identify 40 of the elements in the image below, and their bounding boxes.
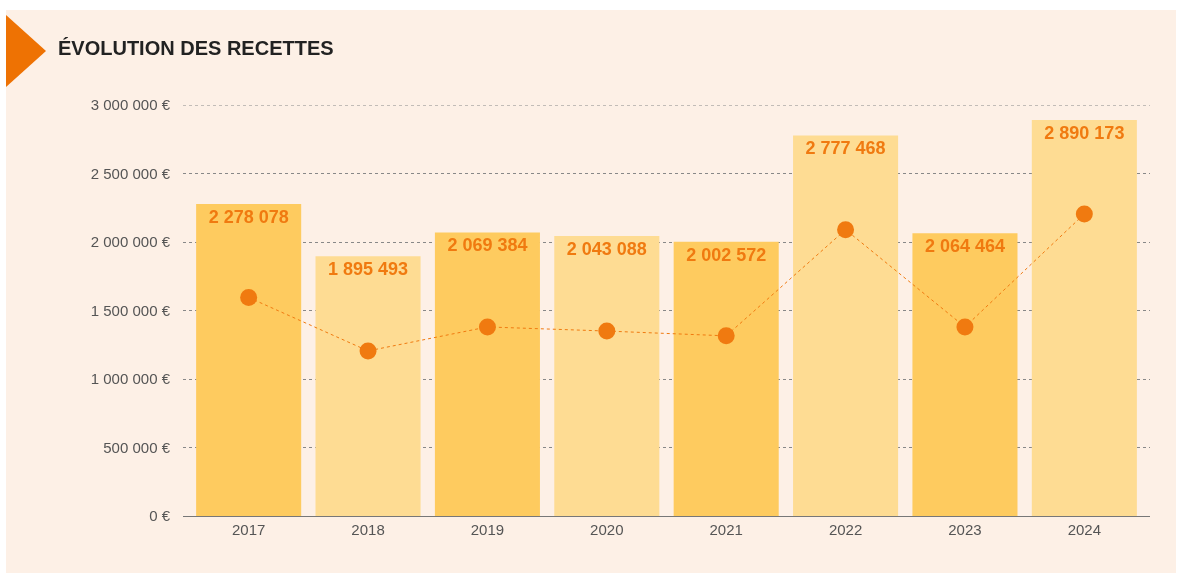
- x-tick-label: 2018: [351, 521, 385, 538]
- point: [837, 221, 855, 239]
- x-tick-label: 2019: [470, 521, 505, 538]
- bar: [673, 241, 779, 516]
- y-tick-label: 1 500 000 €: [90, 301, 171, 319]
- data-label: 2 002 572: [686, 244, 767, 265]
- data-label: 2 777 468: [805, 138, 886, 159]
- x-tick-label: 2020: [590, 521, 624, 538]
- y-tick-label: 500 000 €: [103, 438, 171, 456]
- bar: [315, 256, 421, 516]
- data-label: 2 278 078: [208, 206, 289, 227]
- x-tick-label: 2022: [828, 521, 863, 538]
- x-tick-label: 2021: [709, 521, 743, 538]
- bar: [554, 236, 660, 516]
- y-tick-label: 3 000 000 €: [90, 96, 171, 114]
- y-tick-label: 1 000 000 €: [90, 370, 171, 388]
- x-tick-label: 2017: [231, 521, 266, 538]
- point: [359, 342, 377, 360]
- data-label: 2 069 384: [447, 235, 528, 256]
- bar: [1031, 120, 1137, 516]
- x-tick-label: 2023: [948, 521, 982, 538]
- point: [1075, 205, 1093, 223]
- point: [240, 288, 258, 306]
- data-label: 2 890 173: [1044, 123, 1125, 144]
- bar: [434, 232, 540, 516]
- chart-title: ÉVOLUTION DES RECETTES: [58, 37, 334, 60]
- point: [717, 327, 735, 345]
- x-tick-label: 2024: [1067, 521, 1102, 538]
- y-tick-label: 2 500 000 €: [90, 164, 171, 182]
- point: [478, 318, 496, 336]
- point: [598, 322, 616, 340]
- bar: [912, 233, 1018, 516]
- data-label: 2 064 464: [924, 236, 1005, 257]
- y-tick-label: 2 000 000 €: [90, 233, 171, 251]
- y-tick-label: 0 €: [149, 507, 171, 525]
- bar: [196, 203, 302, 516]
- point: [956, 318, 974, 336]
- data-label: 2 043 088: [566, 239, 647, 260]
- data-label: 1 895 493: [328, 259, 409, 280]
- bar: [793, 135, 899, 516]
